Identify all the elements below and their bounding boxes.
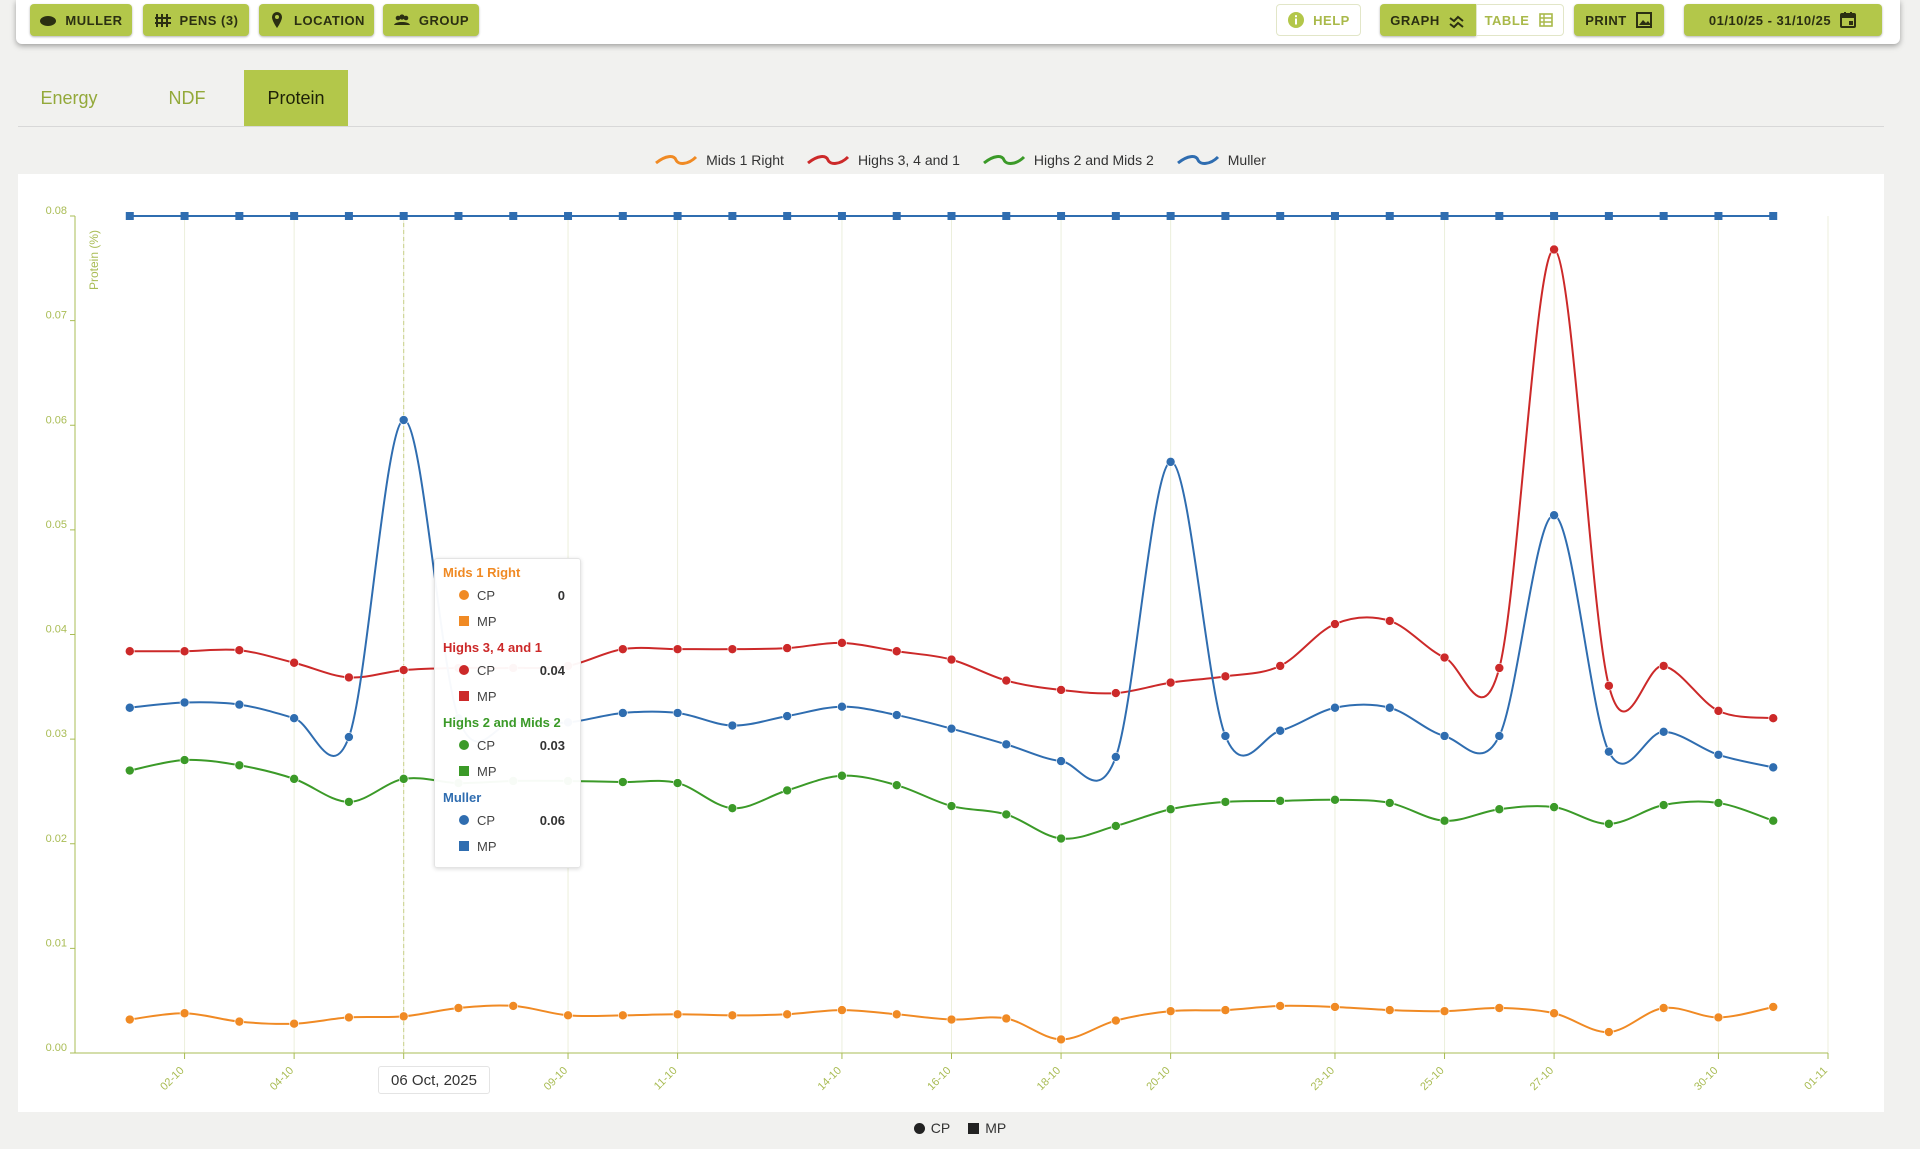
legend-item-muller[interactable]: Muller	[1176, 150, 1266, 170]
tooltip-row-mp: MP	[459, 763, 575, 779]
legend-item-highs-3-4-and-1[interactable]: Highs 3, 4 and 1	[806, 150, 960, 170]
muller-button[interactable]: MULLER	[30, 4, 132, 36]
legend-line-swatch	[807, 155, 849, 165]
tooltip-label: CP	[477, 662, 496, 678]
tooltip-row-mp: MP	[459, 688, 575, 704]
tooltip-value: 0.06	[539, 812, 565, 828]
tooltip-label: CP	[477, 737, 496, 753]
graph-label: GRAPH	[1390, 12, 1440, 28]
chart-panel	[18, 174, 1884, 1112]
legend-label: Mids 1 Right	[706, 152, 784, 168]
line-chart-icon	[1449, 15, 1464, 29]
tab-energy[interactable]: Energy	[40, 87, 98, 108]
location-button[interactable]: LOCATION	[259, 4, 374, 36]
graph-button[interactable]: GRAPH	[1380, 4, 1476, 36]
date-range-button[interactable]: 01/10/25 - 31/10/25	[1684, 4, 1882, 36]
chart-tooltip: Mids 1 Right CP 0 MP Highs 3, 4 and 1 CP 0…	[434, 558, 581, 868]
legend-line-swatch	[655, 155, 698, 165]
help-label: HELP	[1313, 12, 1350, 28]
legend-label: CP	[930, 1120, 951, 1136]
muller-label: MULLER	[65, 12, 123, 28]
tab-ndf[interactable]: NDF	[168, 87, 206, 108]
tooltip-row-cp: CP 0	[459, 587, 575, 603]
tooltip-title: Highs 3, 4 and 1	[443, 640, 542, 655]
legend-item-mp[interactable]: MP	[968, 1120, 1006, 1136]
measure-legend: CP MP	[0, 1120, 1920, 1136]
chart-legend: Mids 1 Right Highs 3, 4 and 1 Highs 2 an…	[0, 150, 1920, 170]
tooltip-label: MP	[477, 688, 497, 704]
fence-icon	[154, 14, 171, 27]
tab-protein[interactable]: Protein	[244, 70, 348, 126]
tooltip-value: 0	[557, 587, 565, 603]
tooltip-value: 0.04	[539, 662, 565, 678]
print-label: PRINT	[1585, 12, 1627, 28]
tooltip-label: MP	[477, 613, 497, 629]
legend-item-mids-1-right[interactable]: Mids 1 Right	[654, 150, 784, 170]
top-toolbar: MULLER PENS (3) LOCATION GROUP HELP GRAP…	[16, 0, 1900, 44]
tooltip-row-mp: MP	[459, 613, 575, 629]
tooltip-title: Highs 2 and Mids 2	[443, 715, 561, 730]
calendar-icon	[1840, 12, 1857, 28]
group-icon	[393, 14, 410, 25]
metric-tabs: Energy NDF Protein	[18, 70, 1884, 127]
legend-label: Muller	[1227, 152, 1266, 168]
group-label: GROUP	[418, 12, 470, 28]
legend-line-swatch	[1176, 155, 1219, 165]
pens-label: PENS (3)	[179, 12, 239, 28]
print-button[interactable]: PRINT	[1574, 4, 1664, 36]
location-label: LOCATION	[294, 12, 365, 28]
help-button[interactable]: HELP	[1276, 4, 1361, 36]
tooltip-title: Mids 1 Right	[443, 565, 521, 580]
date-range-label: 01/10/25 - 31/10/25	[1708, 12, 1832, 28]
info-icon	[1288, 12, 1305, 28]
circle-marker-icon	[913, 1122, 925, 1134]
cow-icon	[40, 16, 57, 26]
tooltip-title: Muller	[443, 790, 482, 805]
legend-item-cp[interactable]: CP	[913, 1120, 951, 1136]
crosshair-date-label: 06 Oct, 2025	[378, 1066, 490, 1094]
square-marker-icon	[968, 1122, 980, 1134]
tooltip-label: CP	[477, 812, 496, 828]
legend-item-highs-2-and-mids-2[interactable]: Highs 2 and Mids 2	[982, 150, 1154, 170]
tooltip-label: MP	[477, 838, 497, 854]
group-button[interactable]: GROUP	[383, 4, 479, 36]
tooltip-value: 0.03	[539, 737, 565, 753]
tooltip-label: CP	[477, 587, 496, 603]
table-label: TABLE	[1484, 12, 1530, 28]
tooltip-row-cp: CP 0.06	[459, 812, 575, 828]
legend-label: Highs 2 and Mids 2	[1033, 152, 1154, 168]
tooltip-row-cp: CP 0.04	[459, 662, 575, 678]
location-pin-icon	[272, 12, 283, 28]
pens-button[interactable]: PENS (3)	[143, 4, 249, 36]
tooltip-row-mp: MP	[459, 838, 575, 854]
image-icon	[1635, 12, 1652, 28]
tooltip-label: MP	[477, 763, 497, 779]
legend-label: MP	[985, 1120, 1007, 1136]
legend-label: Highs 3, 4 and 1	[857, 152, 960, 168]
legend-line-swatch	[982, 155, 1025, 165]
table-button[interactable]: TABLE	[1476, 4, 1564, 36]
tooltip-row-cp: CP 0.03	[459, 737, 575, 753]
table-icon	[1539, 13, 1554, 27]
